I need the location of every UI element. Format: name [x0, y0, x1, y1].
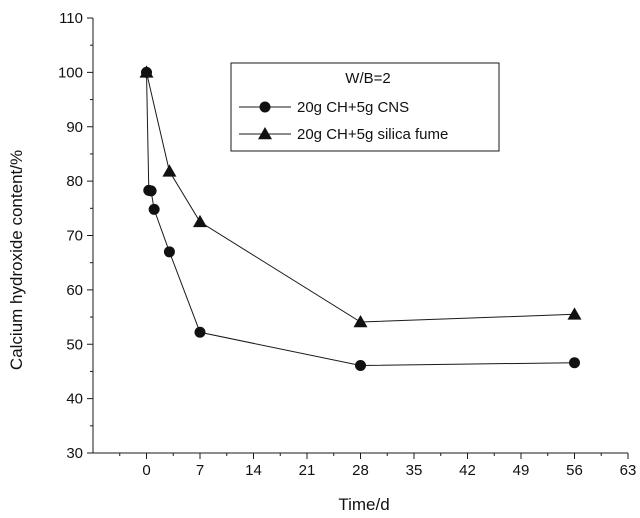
- x-tick-label: 28: [352, 462, 369, 479]
- series-1-point: [355, 359, 366, 371]
- x-tick-label: 42: [459, 462, 476, 479]
- legend-entries: 20g CH+5g CNS 20g CH+5g silica fume: [239, 99, 448, 143]
- y-axis-title: Calcium hydroxide content/%: [7, 150, 26, 370]
- legend: W/B=2 20g CH+5g CNS 20g CH+5g silica fume: [230, 62, 500, 152]
- x-tick-label: 49: [513, 462, 530, 479]
- series-1-point: [163, 246, 175, 258]
- x-tick-label: 21: [299, 462, 316, 479]
- series-2: [139, 65, 582, 328]
- y-tick-label: 100: [58, 64, 83, 81]
- series-1-point: [194, 326, 206, 338]
- y-tick-label: 110: [59, 10, 83, 27]
- y-tick-label: 60: [66, 282, 83, 299]
- legend-label-2: 20g CH+5g silica fume: [297, 126, 448, 143]
- series-layer: [139, 65, 582, 371]
- y-tick-label: 80: [66, 173, 83, 190]
- y-tick-label: 40: [66, 391, 83, 408]
- series-2-point: [567, 307, 582, 320]
- legend-title: W/B=2: [345, 70, 390, 87]
- series-1-point: [148, 203, 160, 215]
- x-tick-label: 56: [566, 462, 583, 479]
- y-tick-label: 90: [66, 119, 83, 136]
- axes: 30 40 50 60 70 80 90 100 110 0 7 14 21 28 35 42 49 56 63: [58, 10, 636, 479]
- y-tick-label: 70: [66, 228, 83, 245]
- x-tick-label: 63: [620, 462, 637, 479]
- y-tick-label: 50: [66, 336, 83, 353]
- series-1-point: [569, 357, 580, 369]
- y-tick-label: 30: [66, 445, 83, 462]
- series-1-point: [145, 185, 157, 197]
- series-2-point: [193, 214, 207, 228]
- legend-marker-2: [258, 127, 272, 140]
- series-2-point: [353, 314, 368, 328]
- legend-marker-1: [259, 101, 271, 113]
- x-tick-label: 0: [142, 462, 150, 479]
- x-tick-label: 35: [406, 462, 423, 479]
- x-tick-label: 7: [196, 462, 204, 479]
- x-axis-title: Time/d: [338, 495, 389, 514]
- legend-label-1: 20g CH+5g CNS: [297, 99, 409, 116]
- series-2-point: [139, 65, 154, 78]
- series-2-point: [162, 164, 177, 177]
- x-tick-label: 14: [245, 462, 262, 479]
